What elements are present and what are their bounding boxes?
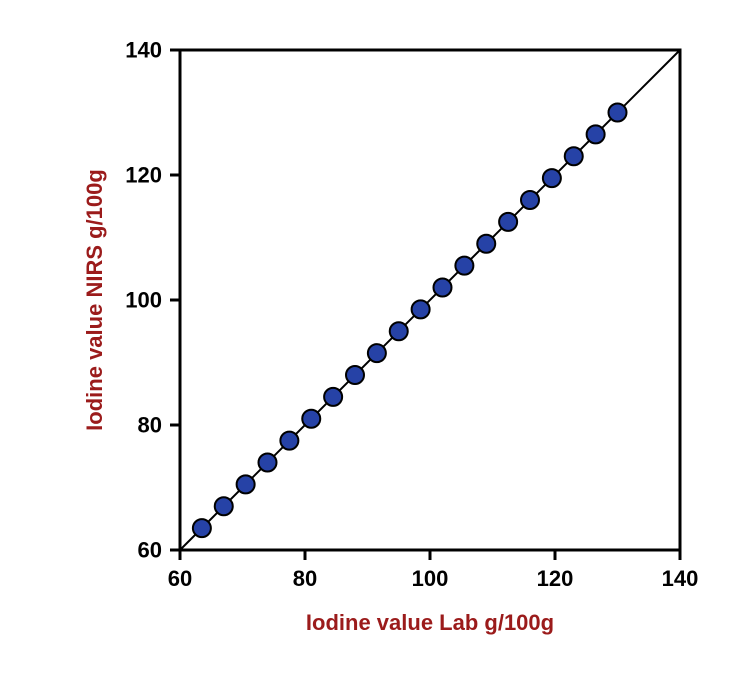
data-point [609,104,627,122]
y-tick-label: 120 [125,162,162,187]
data-point [346,366,364,384]
x-tick-label: 60 [168,566,192,591]
y-axis-label: Iodine value NIRS g/100g [82,169,107,431]
data-point [193,519,211,537]
y-tick-label: 100 [125,287,162,312]
data-point [324,388,342,406]
data-point [587,125,605,143]
data-point [543,169,561,187]
y-tick-label: 80 [138,412,162,437]
data-point [237,475,255,493]
x-tick-label: 80 [293,566,317,591]
data-point [280,432,298,450]
data-point [521,191,539,209]
scatter-chart: 60 80 100 120 140 60 80 100 120 140 Iodine value… [0,0,750,688]
identity-line [180,50,680,550]
data-point [215,497,233,515]
x-tick-label: 140 [662,566,699,591]
data-point [499,213,517,231]
data-point [434,279,452,297]
data-point [477,235,495,253]
data-point [368,344,386,362]
x-axis: 60 80 100 120 140 [168,550,699,591]
y-tick-label: 60 [138,537,162,562]
y-tick-label: 140 [125,37,162,62]
data-point [455,257,473,275]
data-point [390,322,408,340]
data-point [565,147,583,165]
data-point [302,410,320,428]
x-tick-label: 120 [537,566,574,591]
data-point [259,454,277,472]
x-tick-label: 100 [412,566,449,591]
data-point [412,300,430,318]
x-axis-label: Iodine value Lab g/100g [306,610,554,635]
y-axis: 60 80 100 120 140 [125,37,180,562]
